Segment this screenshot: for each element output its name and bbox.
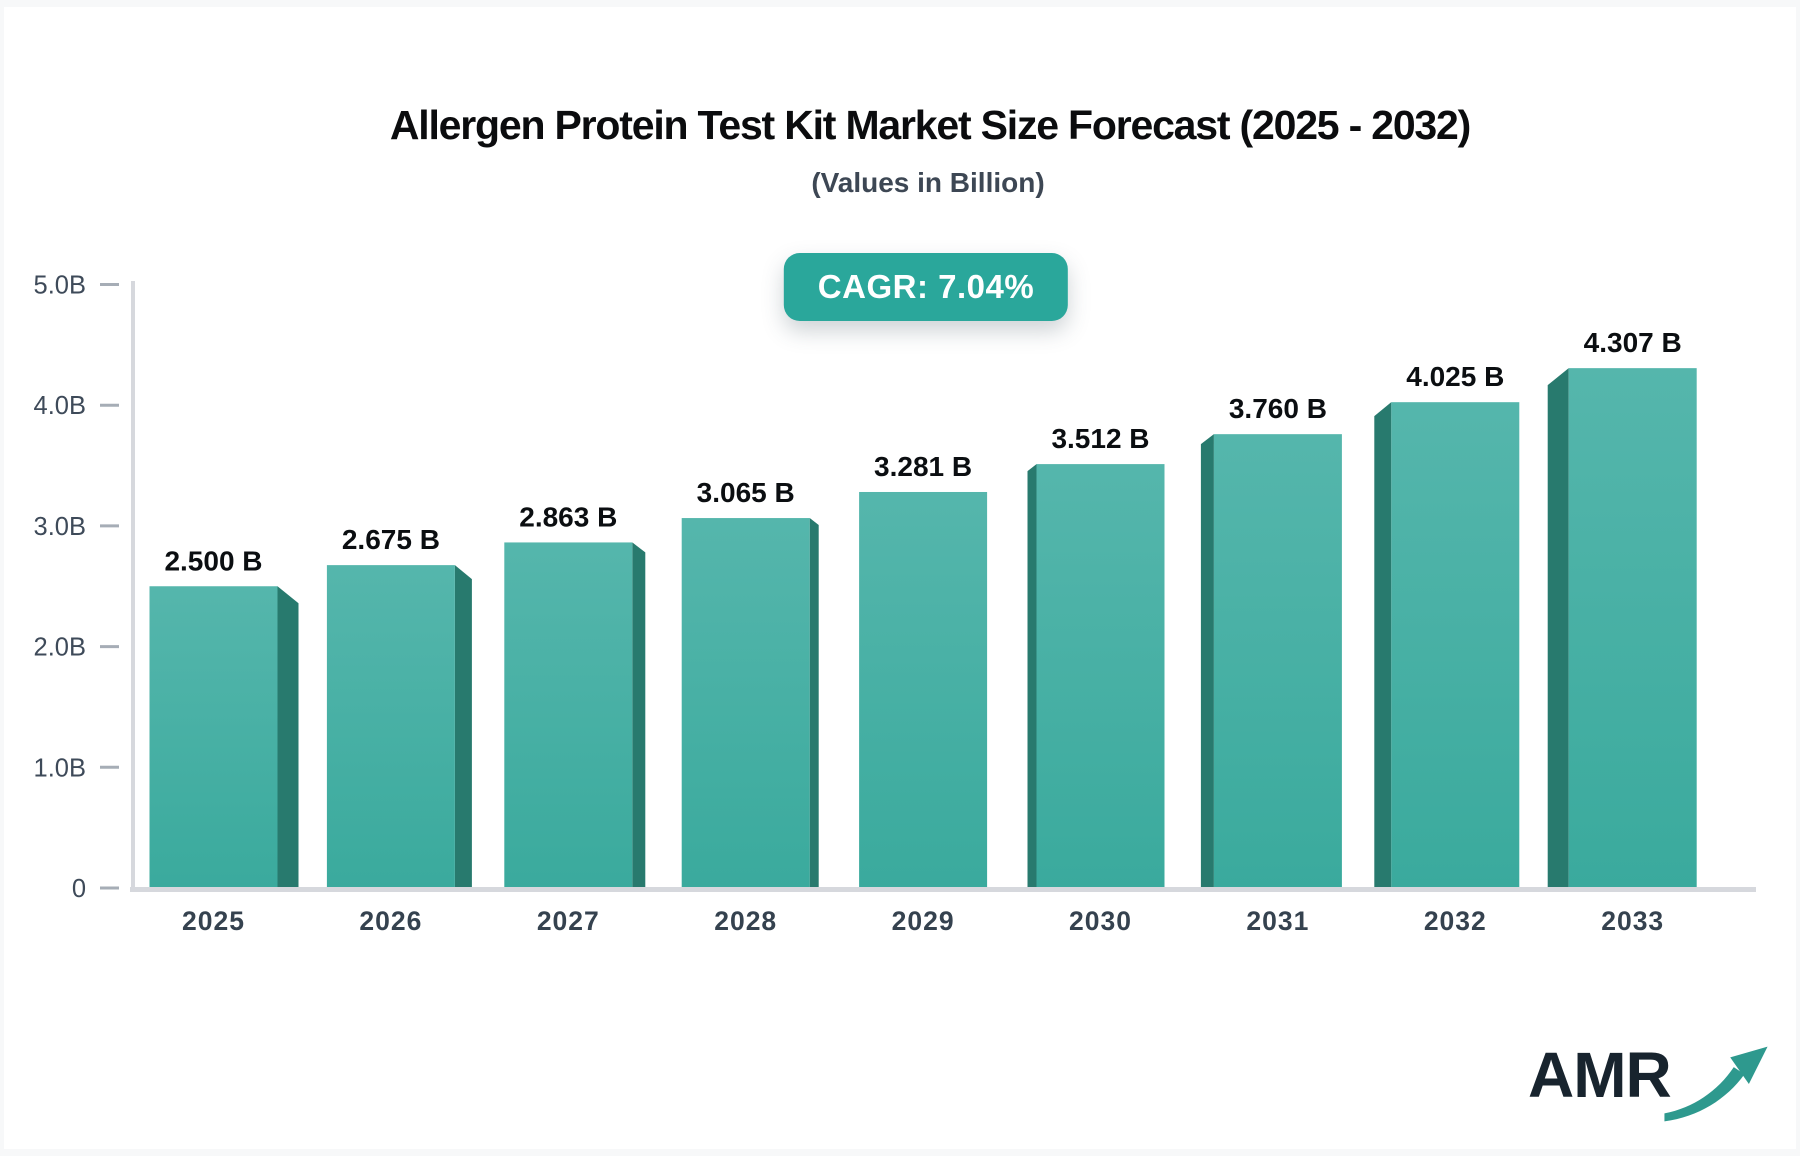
bar-value-label: 2.863 B [519,501,617,532]
bar-side-face [277,586,299,888]
x-tick-label: 2026 [359,906,422,936]
bar-side-face [1027,464,1037,888]
x-tick-label: 2028 [714,906,777,936]
bar-side-face [1547,368,1569,888]
bar [1568,368,1697,890]
bar [1213,434,1342,890]
bar [504,542,633,890]
bar-side-face [454,565,472,888]
bar-value-label: 3.281 B [874,451,972,482]
bar-value-label: 2.675 B [342,524,440,555]
bar [326,565,455,890]
chart-title: Allergen Protein Test Kit Market Size Fo… [389,102,1471,148]
bar-value-label: 4.307 B [1584,327,1682,358]
y-tick-label: 0 [72,875,86,903]
x-tick-label: 2025 [182,906,245,936]
y-tick-label: 5.0B [34,272,86,300]
chart-subtitle: (Values in Billion) [811,167,1045,198]
bar [1391,402,1520,890]
bar-value-label: 2.500 B [164,545,262,576]
bar-value-label: 4.025 B [1406,361,1504,392]
amr-logo-text: AMR [1528,1039,1672,1111]
x-tick-label: 2027 [537,906,600,936]
bar-side-face [632,542,646,888]
growth-arrow-icon [1664,1046,1768,1122]
y-tick-label: 4.0B [34,392,86,420]
bar-value-label: 3.512 B [1051,423,1149,454]
y-tick-label: 2.0B [34,634,86,662]
y-tick-label: 3.0B [34,513,86,541]
x-tick-label: 2033 [1601,906,1664,936]
bar [1036,464,1165,890]
bar [681,518,810,890]
x-tick-label: 2031 [1246,906,1309,936]
bar-value-label: 3.760 B [1229,393,1327,424]
bar-side-face [809,518,819,888]
bar [149,586,278,890]
bar [859,491,988,890]
x-tick-label: 2029 [892,906,955,936]
bar-value-label: 3.065 B [697,477,795,508]
bar-side-face [1374,402,1392,888]
amr-logo: AMR [1528,1038,1771,1124]
y-tick-label: 1.0B [34,754,86,782]
cagr-badge-label: CAGR: 7.04% [817,268,1035,305]
bar-side-face [1200,434,1214,888]
x-tick-label: 2030 [1069,906,1132,936]
x-tick-label: 2032 [1424,906,1487,936]
cagr-badge: CAGR: 7.04% [783,253,1069,321]
